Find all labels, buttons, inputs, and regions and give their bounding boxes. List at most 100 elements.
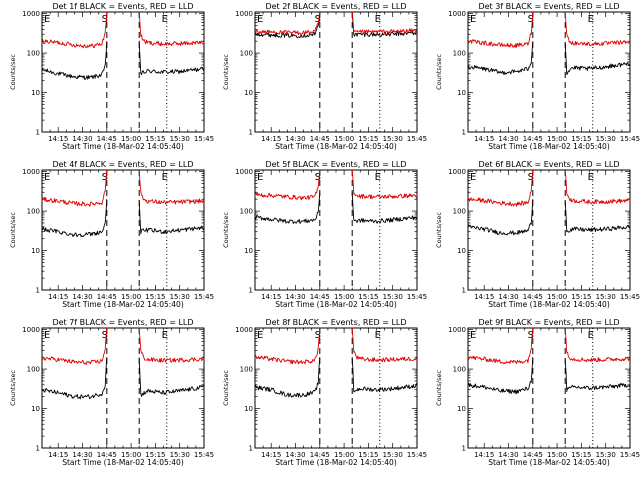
x-axis-label: Start Time (18-Mar-02 14:05:40) (275, 300, 397, 309)
x-tick-label: 15:45 (620, 293, 640, 301)
marker-label: E (162, 330, 168, 341)
x-tick-label: 14:45 (523, 293, 543, 301)
panel-title: Det 4f BLACK = Events, RED = LLD (52, 160, 193, 169)
y-tick-label: 1 (36, 129, 40, 137)
x-tick-label: 14:45 (97, 451, 117, 459)
y-axis-label: Counts/sec (222, 54, 230, 90)
detector-panel-3: Det 3f BLACK = Events, RED = LLD 1 10 100 10… (435, 2, 640, 151)
y-tick-label: 100 (240, 208, 253, 216)
y-tick-label: 1 (462, 129, 466, 137)
series-lld-trace (564, 169, 631, 205)
x-tick-label: 15:30 (170, 451, 190, 459)
series-lld-trace (467, 11, 534, 49)
marker-label: S (315, 172, 321, 183)
x-tick-label: 15:45 (407, 451, 427, 459)
marker-label: E (588, 330, 594, 341)
y-axis-label: Counts/sec (435, 54, 443, 90)
marker-label: E (588, 14, 594, 25)
y-tick-label: 100 (27, 208, 40, 216)
x-axis-label: Start Time (18-Mar-02 14:05:40) (275, 458, 397, 467)
marker-label: S (315, 14, 321, 25)
series-lld-trace (467, 169, 534, 207)
x-tick-label: 14:15 (48, 451, 68, 459)
x-axis-label: Start Time (18-Mar-02 14:05:40) (275, 142, 397, 151)
x-tick-label: 14:45 (310, 451, 330, 459)
marker-label: E (257, 330, 263, 341)
x-tick-label: 15:45 (194, 135, 214, 143)
x-tick-label: 14:30 (498, 293, 518, 301)
plot-frame (254, 327, 418, 449)
y-tick-label: 10 (457, 89, 466, 97)
plot-frame (254, 169, 418, 291)
marker-label: S (528, 330, 534, 341)
y-axis-label: Counts/sec (435, 212, 443, 248)
x-tick-label: 15:30 (596, 293, 616, 301)
y-tick-label: 1000 (235, 10, 253, 18)
series-events-trace (564, 358, 631, 392)
series-lld-trace (467, 327, 534, 365)
x-axis-label: Start Time (18-Mar-02 14:05:40) (488, 458, 610, 467)
y-axis-label: Counts/sec (222, 212, 230, 248)
marker-label: E (588, 172, 594, 183)
x-tick-label: 14:30 (72, 293, 92, 301)
x-tick-label: 14:15 (474, 451, 494, 459)
y-tick-label: 1 (462, 445, 466, 453)
marker-label: E (44, 172, 50, 183)
marker-label: E (470, 14, 476, 25)
panel-title: Det 7f BLACK = Events, RED = LLD (52, 318, 193, 327)
x-tick-label: 14:45 (97, 293, 117, 301)
series-events-trace (564, 201, 631, 233)
x-axis-label: Start Time (18-Mar-02 14:05:40) (488, 142, 610, 151)
panel-title: Det 6f BLACK = Events, RED = LLD (478, 160, 619, 169)
x-tick-label: 15:00 (334, 293, 354, 301)
x-tick-label: 15:00 (547, 451, 567, 459)
series-events-trace (254, 192, 321, 224)
panel-title: Det 8f BLACK = Events, RED = LLD (265, 318, 406, 327)
y-tick-label: 1000 (448, 10, 466, 18)
series-lld-trace (41, 327, 108, 366)
series-events-trace (138, 357, 205, 397)
series-lld-trace (138, 11, 205, 47)
x-tick-label: 14:15 (48, 135, 68, 143)
marker-label: E (470, 330, 476, 341)
series-events-trace (254, 357, 321, 398)
series-events-trace (41, 41, 108, 80)
x-tick-label: 14:15 (48, 293, 68, 301)
x-axis-label: Start Time (18-Mar-02 14:05:40) (62, 458, 184, 467)
detector-panel-6: Det 6f BLACK = Events, RED = LLD 1 10 100 10… (435, 160, 640, 309)
series-events-trace (138, 40, 205, 76)
x-tick-label: 15:30 (596, 135, 616, 143)
x-tick-label: 15:45 (407, 135, 427, 143)
detector-panel-5: Det 5f BLACK = Events, RED = LLD 1 10 100 10… (222, 160, 427, 309)
y-axis-label: Counts/sec (9, 370, 17, 406)
marker-label: S (102, 14, 108, 25)
y-tick-label: 10 (457, 247, 466, 255)
y-tick-label: 1000 (22, 10, 40, 18)
y-tick-label: 1 (249, 287, 253, 295)
x-tick-label: 14:15 (474, 135, 494, 143)
series-lld-trace (138, 169, 205, 205)
x-tick-label: 15:15 (571, 293, 591, 301)
x-tick-label: 15:15 (358, 293, 378, 301)
x-tick-label: 14:30 (498, 451, 518, 459)
x-tick-label: 14:15 (474, 293, 494, 301)
y-tick-label: 10 (457, 405, 466, 413)
series-lld-trace (564, 11, 631, 47)
x-tick-label: 15:00 (334, 135, 354, 143)
x-tick-label: 15:30 (383, 293, 403, 301)
x-tick-label: 15:15 (145, 451, 165, 459)
y-tick-label: 1000 (235, 168, 253, 176)
marker-label: E (44, 330, 50, 341)
series-events-trace (41, 199, 108, 238)
x-tick-label: 15:45 (194, 451, 214, 459)
marker-label: S (528, 14, 534, 25)
x-tick-label: 15:00 (121, 135, 141, 143)
y-axis-label: Counts/sec (9, 212, 17, 248)
y-tick-label: 10 (244, 247, 253, 255)
y-axis-label: Counts/sec (435, 370, 443, 406)
y-tick-label: 1000 (448, 326, 466, 334)
series-lld-trace (138, 327, 205, 363)
x-tick-label: 14:45 (523, 451, 543, 459)
detector-panel-4: Det 4f BLACK = Events, RED = LLD 1 10 100 10… (9, 160, 214, 309)
